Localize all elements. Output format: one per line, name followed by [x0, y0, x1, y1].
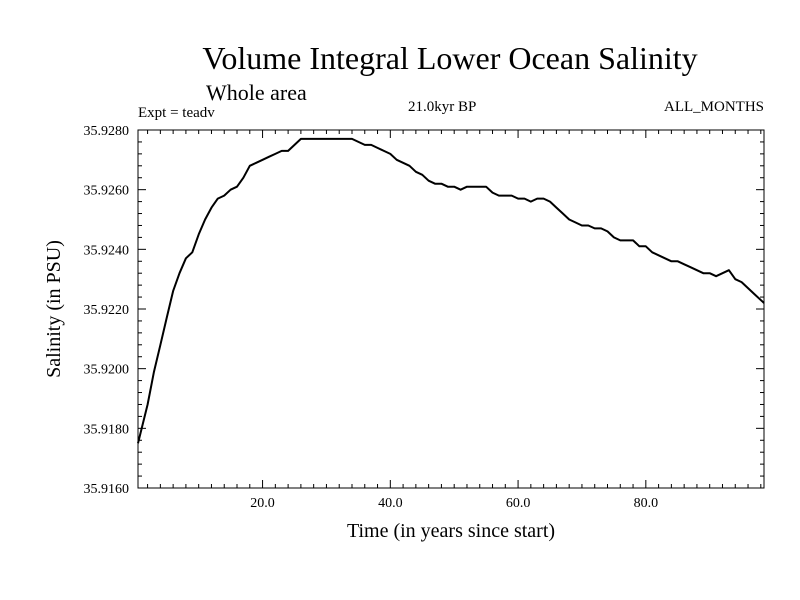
y-tick-label: 35.9180: [84, 422, 130, 437]
x-tick-label: 80.0: [634, 496, 659, 511]
y-tick-label: 35.9200: [84, 363, 130, 378]
plot-frame: [137, 129, 765, 489]
chart-title: Volume Integral Lower Ocean Salinity: [202, 40, 698, 76]
series-group: [137, 137, 765, 444]
x-tick-label: 60.0: [506, 496, 531, 511]
y-tick-label: 35.9220: [84, 303, 130, 318]
axis-ticks: [138, 129, 764, 489]
period-label: 21.0kyr BP: [408, 99, 477, 115]
y-tick-labels: 35.9160 35.9180 35.9200 35.9220 35.9240 35.92…: [84, 124, 130, 497]
x-axis-label: Time (in years since start): [347, 520, 555, 542]
y-axis-label: Salinity (in PSU): [43, 240, 65, 378]
y-tick-label: 35.9160: [84, 482, 130, 497]
chart-subtitle: Whole area: [206, 80, 307, 105]
x-tick-labels: 20.0 40.0 60.0 80.0: [250, 496, 658, 511]
y-tick-label: 35.9260: [84, 184, 130, 199]
series-line: [137, 137, 765, 444]
x-tick-label: 20.0: [250, 496, 275, 511]
y-tick-label: 35.9280: [84, 124, 130, 139]
x-tick-label: 40.0: [378, 496, 403, 511]
experiment-label: Expt = teadv: [138, 105, 215, 121]
y-tick-label: 35.9240: [84, 243, 130, 258]
months-label: ALL_MONTHS: [664, 99, 764, 115]
